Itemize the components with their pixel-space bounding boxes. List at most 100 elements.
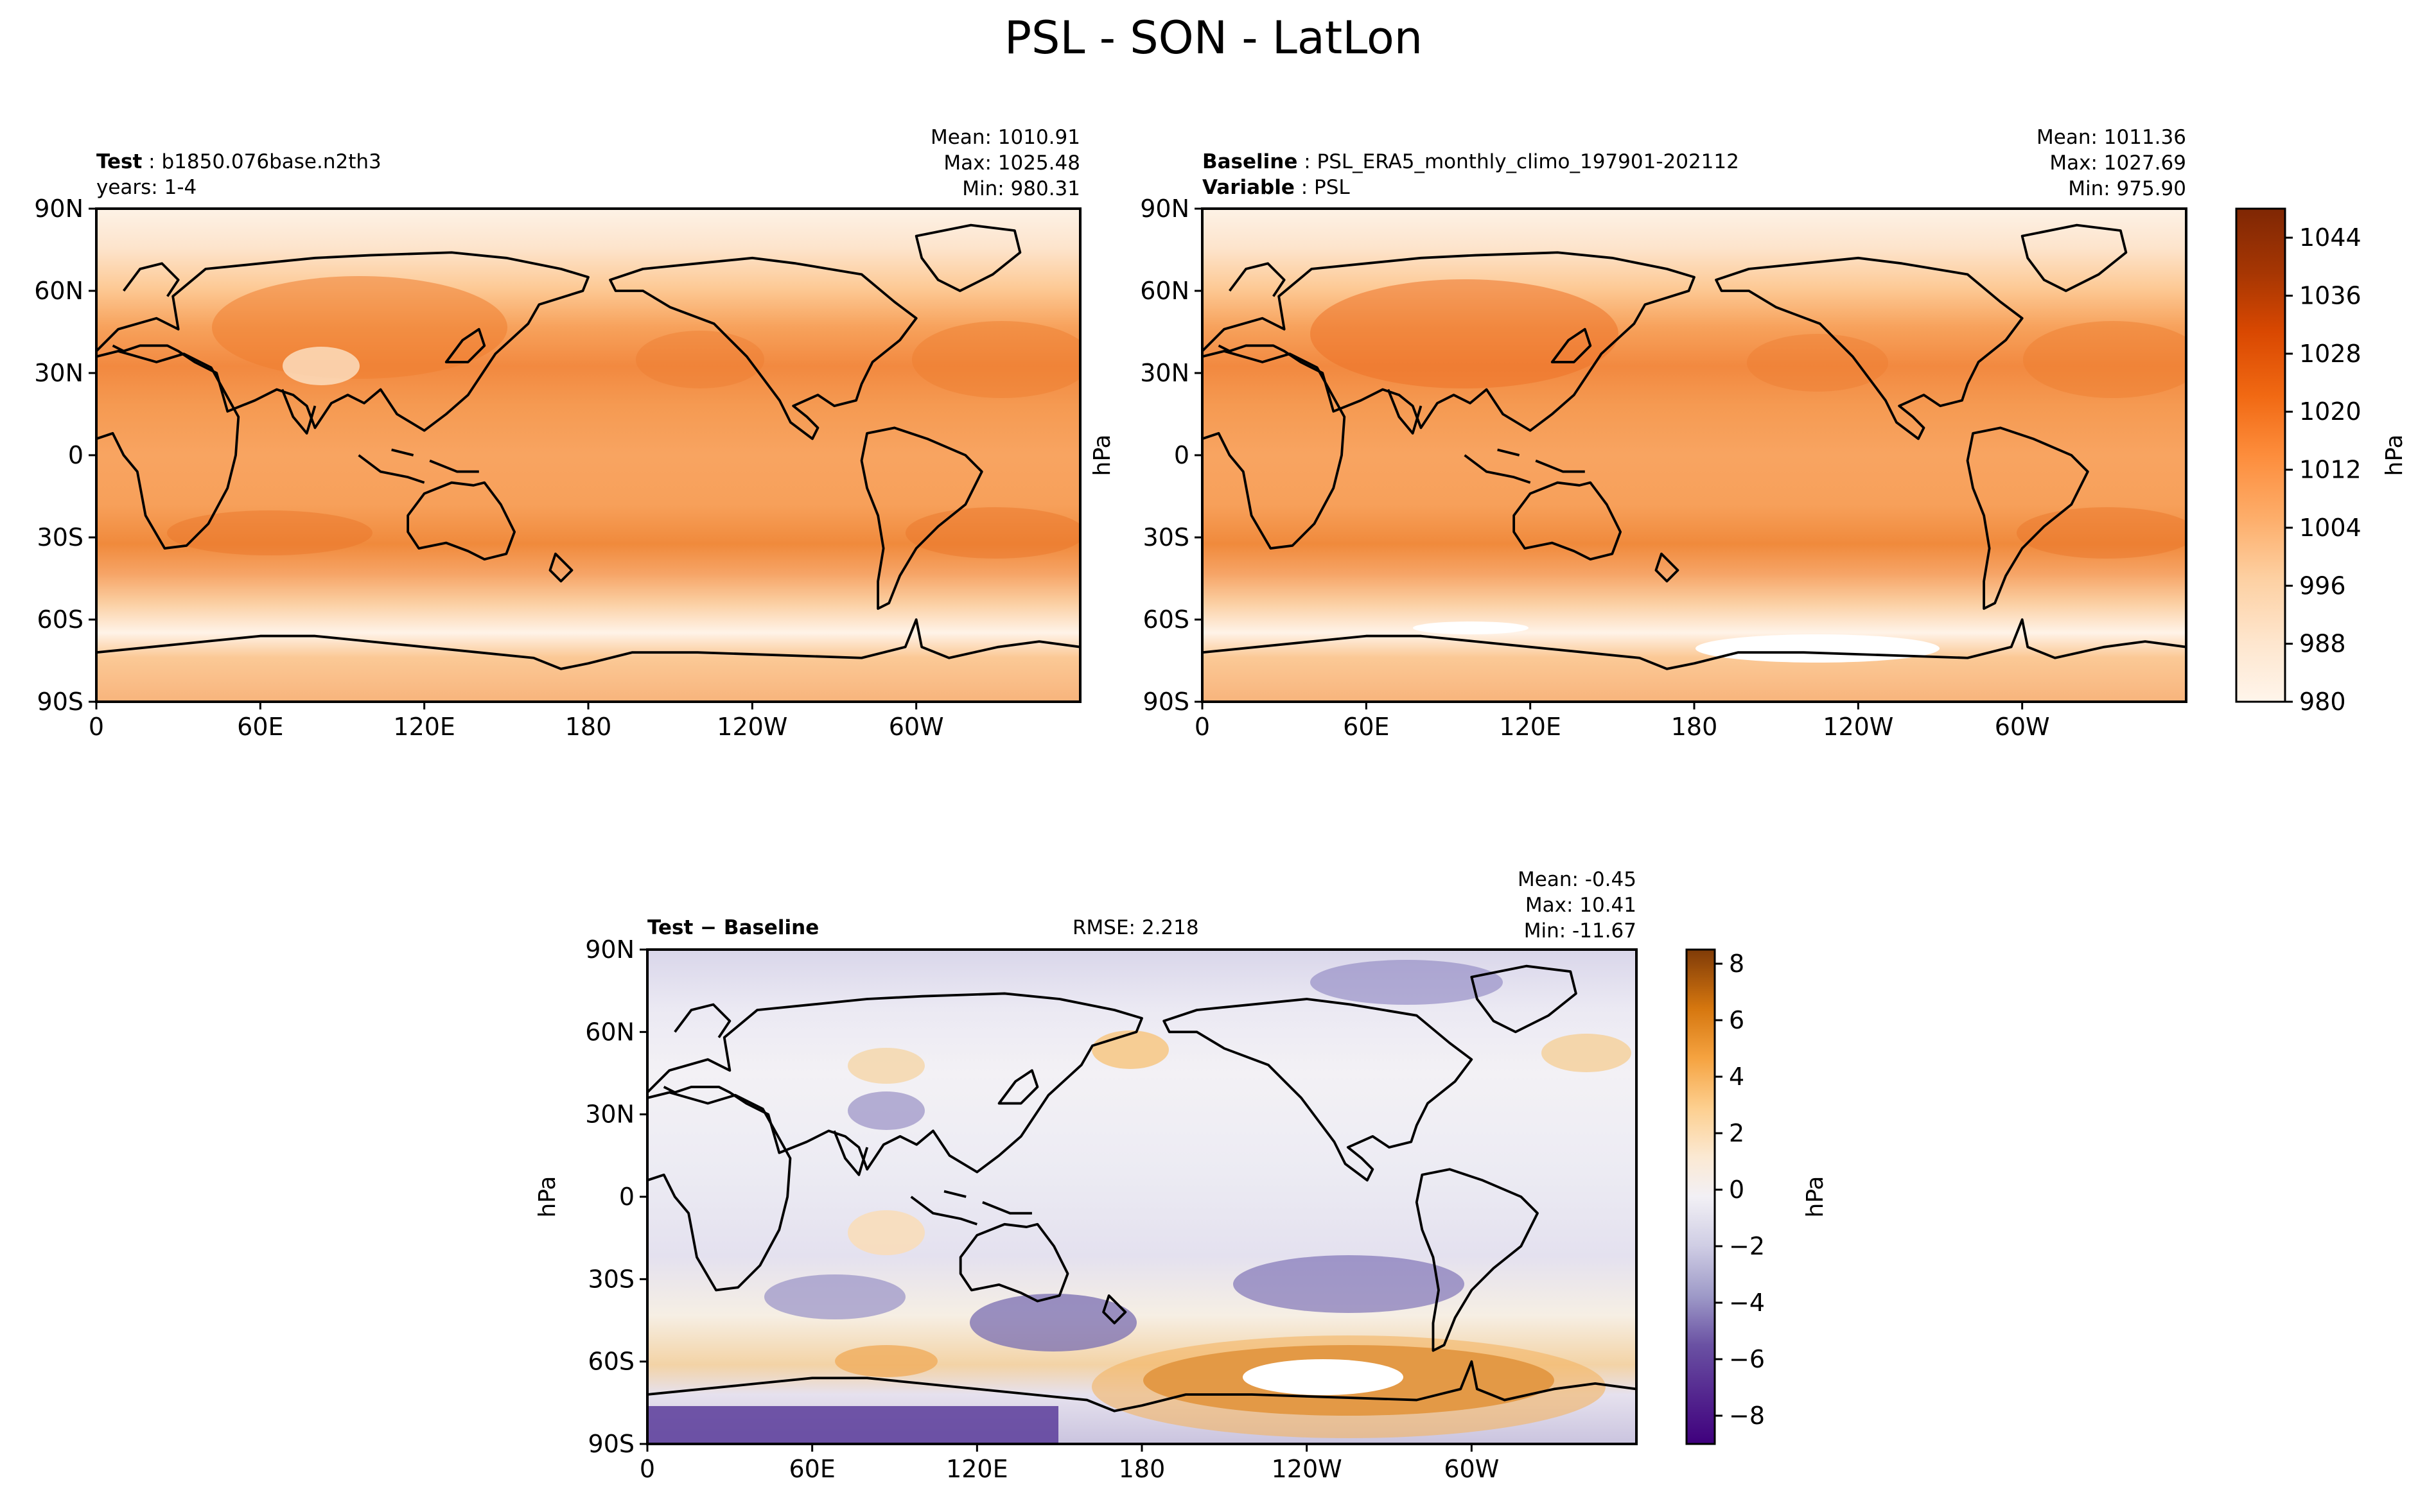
test-xtick-label: 120E bbox=[393, 713, 455, 741]
colorbar-bottom-ticks: 8 6 4 2 0 −2 −4 −6 −8 bbox=[1715, 950, 1765, 1430]
baseline-title: Baseline : PSL_ERA5_monthly_climo_197901… bbox=[1202, 149, 1739, 175]
baseline-xtick-label: 0 bbox=[1195, 713, 1210, 741]
baseline-ylabel: hPa bbox=[1089, 435, 1116, 476]
baseline-low-antarctic1 bbox=[1695, 634, 1940, 663]
test-min: Min: 980.31 bbox=[962, 177, 1080, 200]
test-ytick-label: 30N bbox=[34, 359, 83, 387]
test-stats: Mean: 1010.91 Max: 1025.48 Min: 980.31 bbox=[822, 125, 1080, 202]
baseline-mean: Mean: 1011.36 bbox=[2037, 126, 2186, 149]
colorbar-top-tick-label: 1012 bbox=[2299, 456, 2361, 484]
diff-xtick-label: 60E bbox=[789, 1455, 835, 1483]
colorbar-bottom-tick-label: 2 bbox=[1729, 1119, 1744, 1147]
diff-label: Test − Baseline bbox=[647, 916, 819, 939]
baseline-ytick-label: 30S bbox=[1143, 523, 1189, 552]
diff-x-axis: 0 60E 120E 180 120W 60W bbox=[640, 1444, 1499, 1483]
colorbar-bottom-tick-label: 8 bbox=[1729, 950, 1744, 978]
test-xtick-label: 60E bbox=[237, 713, 283, 741]
baseline-min: Min: 975.90 bbox=[2068, 177, 2186, 200]
baseline-max: Max: 1027.69 bbox=[2049, 152, 2186, 175]
baseline-xtick-label: 120E bbox=[1499, 713, 1561, 741]
test-mean: Mean: 1010.91 bbox=[931, 126, 1080, 149]
test-high-atlantic bbox=[912, 321, 1080, 398]
colorbar-bottom-tick-label: 4 bbox=[1729, 1063, 1744, 1091]
diff-ytick-label: 30N bbox=[585, 1100, 635, 1129]
diff-neg-eant bbox=[647, 1406, 1058, 1444]
diff-neg-aus bbox=[970, 1294, 1137, 1351]
diff-ytick-label: 30S bbox=[588, 1265, 635, 1293]
baseline-ytick-label: 90N bbox=[1140, 195, 1189, 223]
test-x-axis: 0 60E 120E 180 120W 60W bbox=[89, 702, 944, 741]
baseline-case-name: PSL_ERA5_monthly_climo_197901-202112 bbox=[1317, 150, 1739, 173]
diff-title: Test − Baseline bbox=[647, 915, 819, 941]
test-high-sh2 bbox=[906, 507, 1080, 559]
diff-ytick-label: 60N bbox=[585, 1018, 635, 1046]
diff-ylabel: hPa bbox=[534, 1176, 561, 1218]
baseline-ytick-label: 90S bbox=[1143, 688, 1189, 716]
diff-xtick-label: 120W bbox=[1272, 1455, 1342, 1483]
colorbar-bottom-tick-label: −4 bbox=[1729, 1289, 1765, 1317]
baseline-y-axis: 90N 60N 30N 0 30S 60S 90S bbox=[1140, 195, 1202, 716]
diff-pos-asia bbox=[848, 1048, 925, 1084]
baseline-case-label: Baseline bbox=[1202, 150, 1298, 173]
test-xtick-label: 120W bbox=[717, 713, 787, 741]
baseline-ytick-label: 60N bbox=[1140, 277, 1189, 305]
diff-pos-natl bbox=[1541, 1034, 1631, 1072]
colorbar-top-tick-label: 996 bbox=[2299, 571, 2346, 600]
baseline-ytick-label: 30N bbox=[1140, 359, 1189, 387]
baseline-variable-name: PSL bbox=[1314, 176, 1350, 199]
test-xtick-label: 180 bbox=[565, 713, 612, 741]
test-field bbox=[96, 209, 1080, 702]
test-high-pacific bbox=[636, 331, 764, 388]
colorbar-top-tick-label: 980 bbox=[2299, 688, 2346, 716]
test-case-name: b1850.076base.n2th3 bbox=[161, 150, 381, 173]
colorbar-bottom-label: hPa bbox=[1802, 1176, 1828, 1218]
baseline-high-atlantic bbox=[2023, 321, 2186, 398]
colorbar-top-tick-label: 988 bbox=[2299, 630, 2346, 658]
diff-neg-tibet bbox=[848, 1091, 925, 1130]
test-ytick-label: 60N bbox=[34, 277, 83, 305]
diff-xtick-label: 0 bbox=[640, 1455, 655, 1483]
diff-y-axis: 90N 60N 30N 0 30S 60S 90S bbox=[585, 935, 647, 1458]
diff-field-features bbox=[647, 960, 1636, 1444]
colorbar-bottom-tick-label: 0 bbox=[1729, 1176, 1744, 1204]
baseline-xtick-label: 120W bbox=[1823, 713, 1893, 741]
baseline-high-asia bbox=[1310, 279, 1618, 388]
diff-neg-arctic bbox=[1310, 960, 1503, 1005]
diff-rmse: RMSE: 2.218 bbox=[1073, 916, 1199, 939]
diff-ytick-label: 90N bbox=[585, 935, 635, 964]
test-xtick-label: 60W bbox=[889, 713, 944, 741]
diff-ytick-label: 90S bbox=[588, 1430, 635, 1458]
test-title: Test : b1850.076base.n2th3 bbox=[96, 149, 381, 175]
colorbar-bottom: 8 6 4 2 0 −2 −4 −6 −8 hPa bbox=[1685, 948, 1828, 1445]
diff-neg-sio bbox=[764, 1274, 906, 1319]
panel-baseline: 90N 60N 30N 0 30S 60S 90S 0 60E 120E 180 120W 60W h… bbox=[1089, 195, 2187, 741]
colorbar-top: 980 988 996 1004 1012 1020 1028 1036 1044 hPa bbox=[2235, 207, 2408, 716]
figure-title: PSL - SON - LatLon bbox=[1004, 12, 1423, 64]
baseline-high-sh bbox=[2017, 507, 2186, 559]
diff-xtick-label: 60W bbox=[1444, 1455, 1499, 1483]
diff-xtick-label: 180 bbox=[1119, 1455, 1166, 1483]
test-ytick-label: 30S bbox=[37, 523, 83, 552]
test-xtick-label: 0 bbox=[89, 713, 104, 741]
baseline-var-sep: : bbox=[1294, 176, 1315, 199]
test-years: years: 1-4 bbox=[96, 176, 197, 199]
test-field-features bbox=[96, 225, 1080, 669]
colorbar-bottom-bar bbox=[1685, 948, 1716, 1445]
colorbar-top-tick-label: 1004 bbox=[2299, 514, 2361, 542]
baseline-ytick-label: 60S bbox=[1143, 605, 1189, 634]
test-case-label: Test bbox=[96, 150, 143, 173]
test-high-asia bbox=[212, 276, 507, 379]
colorbar-bottom-tick-label: −2 bbox=[1729, 1232, 1765, 1260]
baseline-xtick-label: 60W bbox=[1995, 713, 2050, 741]
baseline-x-axis: 0 60E 120E 180 120W 60W bbox=[1195, 702, 2050, 741]
panel-diff: 90N 60N 30N 0 30S 60S 90S 0 60E 120E 180 120W 60W h… bbox=[534, 935, 1638, 1483]
baseline-ytick-label: 0 bbox=[1174, 441, 1189, 469]
colorbar-top-tick-label: 1036 bbox=[2299, 282, 2361, 310]
baseline-high-pacific bbox=[1747, 334, 1888, 392]
baseline-xtick-label: 60E bbox=[1343, 713, 1389, 741]
colorbar-top-label: hPa bbox=[2381, 435, 2408, 476]
diff-mean: Mean: -0.45 bbox=[1518, 868, 1636, 891]
test-max: Max: 1025.48 bbox=[943, 152, 1080, 175]
diff-pos-sao bbox=[835, 1345, 938, 1377]
panel-test: 90N 60N 30N 0 30S 60S 90S 0 60E 120E 180 120W 60W bbox=[34, 195, 1082, 741]
